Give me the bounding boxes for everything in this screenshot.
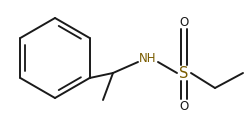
Text: O: O bbox=[179, 100, 189, 113]
Text: O: O bbox=[179, 15, 189, 28]
Text: S: S bbox=[179, 66, 189, 81]
Text: NH: NH bbox=[139, 52, 157, 65]
